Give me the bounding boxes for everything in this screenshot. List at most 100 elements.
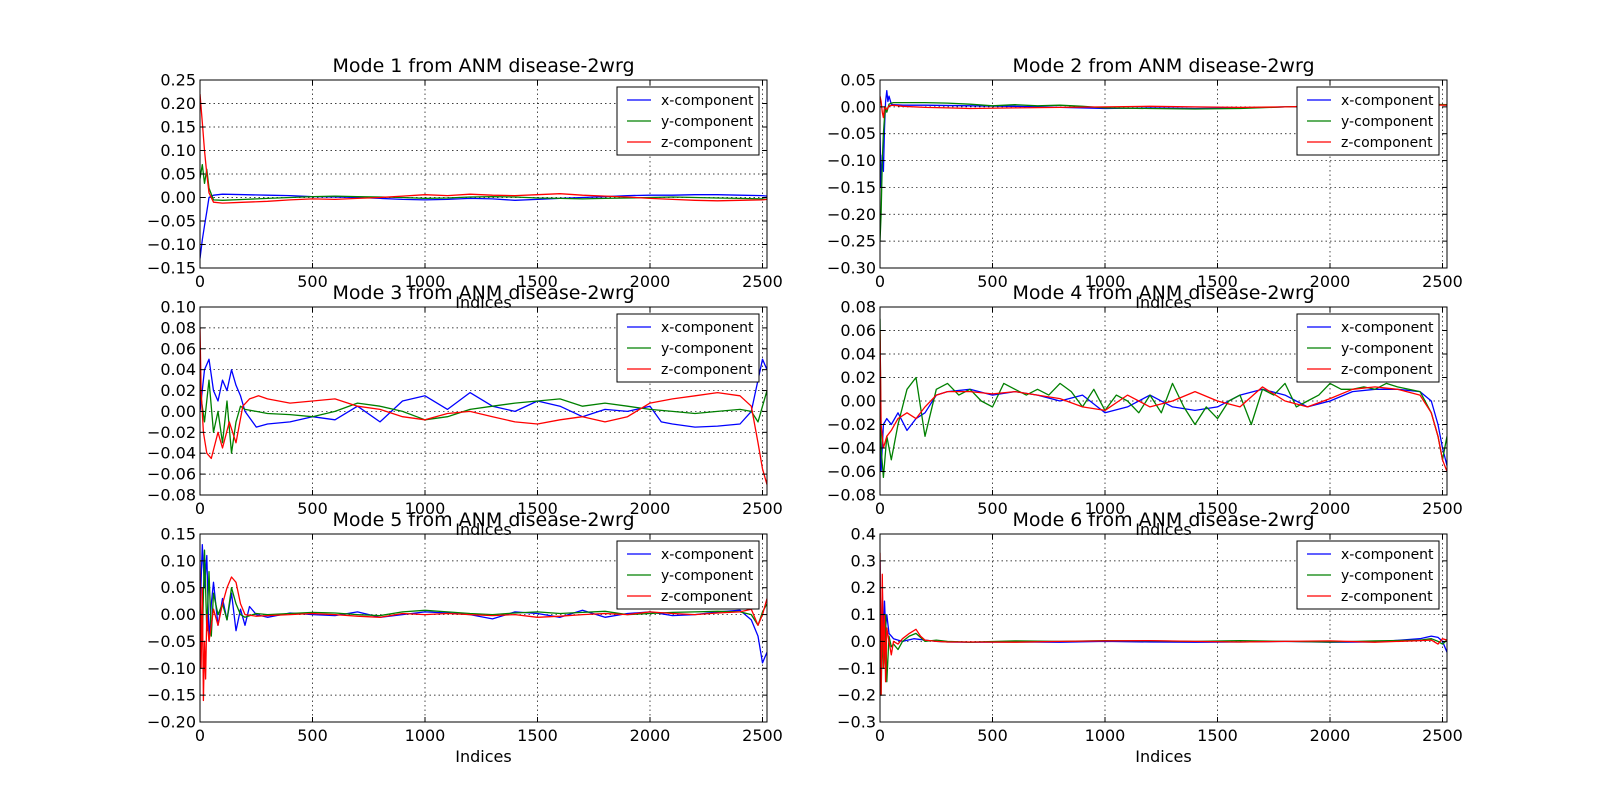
subplot-mode-5: 0 500 1000 1500 2000 2500 −0.20 −0.15 −0.10 −0.05… <box>147 509 783 766</box>
x-tick-label: 2500 <box>742 499 783 518</box>
y-tick-label: 0.3 <box>851 551 876 570</box>
legend-label: y-component <box>1341 341 1434 357</box>
legend: x-component y-component z-component <box>1296 540 1440 610</box>
chart-title: Mode 3 from ANM disease-2wrg <box>332 282 634 304</box>
x-tick-label: 2000 <box>630 499 671 518</box>
y-tick-label: −0.06 <box>147 465 196 484</box>
series-line-y-component <box>200 549 767 643</box>
x-tick-label: 1500 <box>1197 726 1238 745</box>
y-tick-label: 0.00 <box>840 392 876 411</box>
chart-title: Mode 2 from ANM disease-2wrg <box>1012 55 1314 77</box>
x-tick-label: 2000 <box>1310 499 1351 518</box>
y-tick-label: −0.20 <box>827 205 876 224</box>
legend-label: x-component <box>1341 320 1434 336</box>
x-tick-label: 1000 <box>1085 272 1126 291</box>
x-tick-label: 500 <box>297 499 328 518</box>
series-line-y-component <box>200 163 767 201</box>
y-tick-label: −0.04 <box>147 444 196 463</box>
y-tick-label: −0.02 <box>827 415 876 434</box>
legend-label: z-component <box>661 362 753 378</box>
x-tick-label: 500 <box>977 272 1008 291</box>
axes-frame <box>879 79 1448 269</box>
y-tick-label: 0.1 <box>851 605 876 624</box>
subplot-mode-3: 0 500 1000 1500 2000 2500 −0.08 −0.06 −0.04 −0.02… <box>147 282 783 539</box>
legend-label: x-component <box>1341 547 1434 563</box>
x-tick-label: 0 <box>875 272 885 291</box>
chart-title: Mode 6 from ANM disease-2wrg <box>1012 509 1314 531</box>
y-tick-label: 0.15 <box>160 118 196 137</box>
x-tick-label: 1000 <box>405 272 446 291</box>
y-tick-label: 0.0 <box>851 632 876 651</box>
y-tick-label: −0.10 <box>147 659 196 678</box>
x-tick-label: 2000 <box>630 272 671 291</box>
subplot-mode-6: 0 500 1000 1500 2000 2500 −0.3 −0.2 −0.1 0.0 0.1 0.… <box>837 509 1463 766</box>
x-tick-label: 1500 <box>1197 272 1238 291</box>
x-tick-label: 500 <box>977 726 1008 745</box>
legend-label: z-component <box>1341 362 1433 378</box>
x-tick-label: 0 <box>195 726 205 745</box>
y-tick-label: 0.04 <box>160 360 196 379</box>
x-tick-label: 500 <box>977 499 1008 518</box>
series-group <box>200 327 767 485</box>
x-axis-label: Indices <box>1135 747 1191 766</box>
x-tick-label: 1500 <box>517 726 558 745</box>
x-tick-label: 500 <box>297 272 328 291</box>
x-tick-label: 2000 <box>630 726 671 745</box>
y-tick-label: −0.25 <box>827 232 876 251</box>
y-tick-label: −0.15 <box>147 686 196 705</box>
chart-title: Mode 4 from ANM disease-2wrg <box>1012 282 1314 304</box>
x-tick-label: 2500 <box>1422 726 1463 745</box>
y-tick-label: 0.06 <box>840 321 876 340</box>
y-tick-label: 0.10 <box>160 298 196 317</box>
y-tick-label: 0.08 <box>160 318 196 337</box>
y-tick-label: −0.15 <box>827 178 876 197</box>
legend-label: y-component <box>1341 114 1434 130</box>
chart-title: Mode 5 from ANM disease-2wrg <box>332 509 634 531</box>
series-line-x-component <box>880 353 1447 473</box>
y-tick-label: 0.05 <box>160 165 196 184</box>
legend-label: x-component <box>661 547 754 563</box>
legend-label: x-component <box>661 93 754 109</box>
legend-label: y-component <box>661 114 754 130</box>
y-tick-label: 0.08 <box>840 298 876 317</box>
legend-label: y-component <box>661 341 754 357</box>
axes-frame <box>199 533 768 723</box>
y-tick-label: 0.15 <box>160 525 196 544</box>
series-group <box>880 318 1447 479</box>
x-tick-label: 0 <box>195 499 205 518</box>
y-tick-label: 0.02 <box>840 368 876 387</box>
y-tick-label: −0.04 <box>827 439 876 458</box>
legend: x-component y-component z-component <box>616 540 760 610</box>
y-tick-label: 0.00 <box>840 97 876 116</box>
legend-label: x-component <box>661 320 754 336</box>
y-tick-label: −0.08 <box>827 486 876 505</box>
x-tick-label: 2500 <box>1422 272 1463 291</box>
series-line-z-component <box>880 330 1447 472</box>
y-tick-label: 0.25 <box>160 71 196 90</box>
axes-frame <box>879 533 1448 723</box>
y-tick-label: −0.05 <box>147 212 196 231</box>
x-tick-label: 1000 <box>405 726 446 745</box>
y-tick-label: −0.06 <box>827 462 876 481</box>
x-tick-label: 1000 <box>405 499 446 518</box>
series-line-z-component <box>200 327 767 485</box>
x-tick-label: 500 <box>297 726 328 745</box>
y-tick-label: 0.20 <box>160 94 196 113</box>
legend-label: z-component <box>1341 135 1433 151</box>
legend-label: z-component <box>1341 589 1433 605</box>
y-tick-label: 0.4 <box>851 525 876 544</box>
y-tick-label: 0.04 <box>840 345 876 364</box>
y-tick-label: 0.10 <box>160 141 196 160</box>
y-tick-label: −0.20 <box>147 713 196 732</box>
y-tick-label: −0.08 <box>147 486 196 505</box>
series-line-z-component <box>200 560 767 702</box>
series-line-z-component <box>880 552 1447 696</box>
y-tick-label: 0.00 <box>160 188 196 207</box>
x-tick-label: 2500 <box>742 272 783 291</box>
legend-label: z-component <box>661 135 753 151</box>
legend: x-component y-component z-component <box>616 313 760 383</box>
y-tick-label: −0.02 <box>147 423 196 442</box>
series-line-x-component <box>200 193 767 259</box>
x-axis-label: Indices <box>455 747 511 766</box>
